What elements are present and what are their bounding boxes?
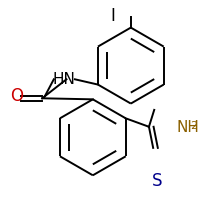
Text: HN: HN — [53, 72, 76, 87]
Text: I: I — [110, 7, 115, 25]
Text: NH: NH — [176, 120, 199, 135]
Text: O: O — [10, 87, 23, 105]
Text: 2: 2 — [190, 121, 197, 131]
Text: S: S — [152, 172, 162, 190]
